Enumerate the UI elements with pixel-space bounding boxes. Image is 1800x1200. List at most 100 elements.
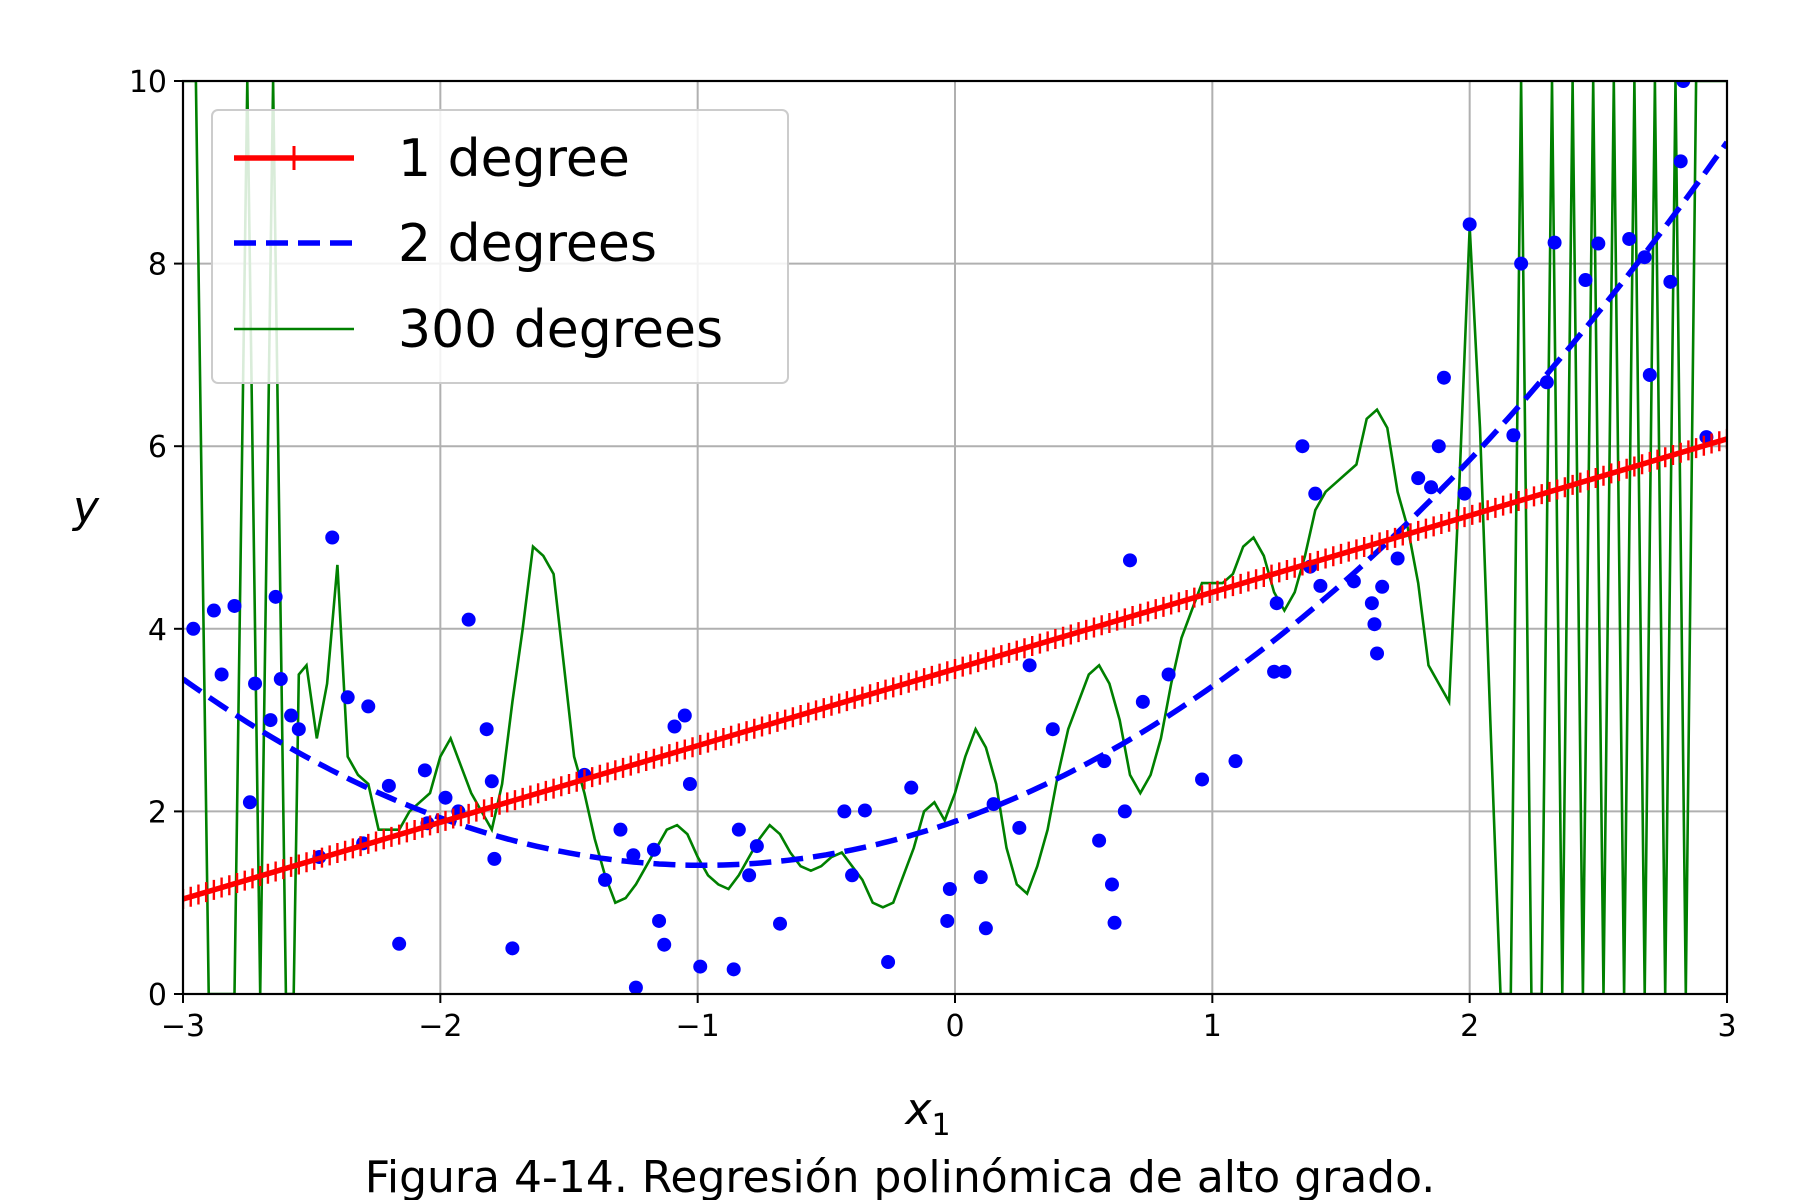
linear-marker — [895, 675, 906, 696]
y-tick-label: 2 — [148, 795, 167, 830]
linear-marker — [1181, 589, 1192, 610]
y-axis-ticks: 0 2 4 6 8 10 — [129, 65, 183, 1013]
linear-marker — [262, 863, 273, 884]
data-point — [598, 872, 613, 887]
linear-marker — [942, 661, 953, 682]
data-point — [773, 916, 788, 931]
linear-marker — [1189, 587, 1200, 608]
data-point — [693, 959, 708, 974]
linear-marker — [602, 762, 613, 783]
data-point — [417, 763, 432, 778]
linear-marker — [1096, 615, 1107, 636]
data-point — [1436, 370, 1451, 385]
linear-marker — [919, 668, 930, 689]
linear-marker — [934, 663, 945, 684]
linear-marker — [1405, 523, 1416, 544]
linear-marker — [1204, 583, 1215, 604]
linear-marker — [1305, 553, 1316, 574]
linear-marker — [270, 861, 281, 882]
linear-marker — [780, 709, 791, 730]
linear-marker — [293, 854, 304, 875]
linear-marker — [208, 879, 219, 900]
y-tick-label: 8 — [148, 248, 167, 283]
data-point — [677, 708, 692, 723]
linear-marker — [286, 856, 297, 877]
linear-marker — [363, 833, 374, 854]
data-point — [652, 913, 667, 928]
data-point — [1506, 428, 1521, 443]
data-point — [487, 851, 502, 866]
data-point — [1295, 439, 1310, 454]
linear-marker — [1675, 442, 1686, 463]
linear-marker — [641, 751, 652, 772]
linear-marker — [811, 700, 822, 721]
x-tick-label: 1 — [1203, 1009, 1222, 1044]
linear-marker — [1382, 530, 1393, 551]
linear-marker — [1598, 465, 1609, 486]
linear-marker — [1390, 527, 1401, 548]
linear-marker — [216, 877, 227, 898]
linear-marker — [232, 872, 243, 893]
linear-marker — [1150, 599, 1161, 620]
linear-marker — [1444, 511, 1455, 532]
linear-marker — [587, 767, 598, 788]
linear-marker — [183, 889, 188, 910]
linear-marker — [1413, 520, 1424, 541]
linear-marker — [579, 769, 590, 790]
data-point — [626, 848, 641, 863]
linear-marker — [1312, 550, 1323, 571]
linear-marker — [872, 681, 883, 702]
data-point — [1107, 915, 1122, 930]
x-tick-label: 2 — [1460, 1009, 1479, 1044]
linear-marker — [950, 658, 960, 679]
linear-marker — [957, 656, 968, 677]
linear-marker — [1042, 631, 1053, 652]
linear-marker — [749, 718, 760, 739]
linear-marker — [1467, 504, 1478, 525]
linear-marker — [486, 797, 497, 818]
linear-marker — [324, 845, 335, 866]
linear-marker — [679, 739, 690, 760]
data-point — [904, 780, 919, 795]
linear-marker — [1297, 555, 1308, 576]
data-point — [978, 921, 993, 936]
data-point — [361, 699, 376, 714]
linear-marker — [1073, 622, 1084, 643]
data-point — [263, 713, 278, 728]
linear-marker — [440, 810, 451, 831]
data-point — [392, 936, 407, 951]
linear-marker — [1328, 546, 1339, 567]
linear-marker — [594, 764, 605, 785]
linear-marker — [1552, 479, 1563, 500]
linear-marker — [509, 790, 520, 811]
data-point — [1313, 578, 1328, 593]
data-point — [1547, 235, 1562, 250]
data-point — [682, 777, 697, 792]
linear-marker — [988, 647, 999, 668]
linear-marker — [1027, 635, 1038, 656]
data-point — [227, 598, 242, 613]
linear-marker — [494, 794, 505, 815]
linear-marker — [1722, 428, 1727, 449]
linear-marker — [1266, 564, 1277, 585]
data-point — [273, 672, 288, 687]
linear-marker — [1243, 571, 1254, 592]
linear-marker — [1019, 638, 1030, 659]
linear-marker — [1436, 514, 1447, 535]
linear-marker — [394, 824, 405, 845]
linear-marker — [1660, 447, 1671, 468]
linear-marker — [548, 778, 559, 799]
linear-marker — [625, 755, 636, 776]
linear-marker — [687, 737, 698, 758]
linear-marker — [1498, 495, 1509, 516]
linear-marker — [726, 725, 737, 746]
linear-marker — [818, 698, 829, 719]
data-point — [1673, 154, 1688, 169]
linear-marker — [1112, 610, 1123, 631]
data-point — [291, 722, 306, 737]
linear-marker — [1004, 642, 1015, 663]
linear-marker — [865, 684, 876, 705]
linear-marker — [1065, 624, 1076, 645]
linear-marker — [1289, 557, 1300, 578]
linear-marker — [757, 716, 767, 737]
